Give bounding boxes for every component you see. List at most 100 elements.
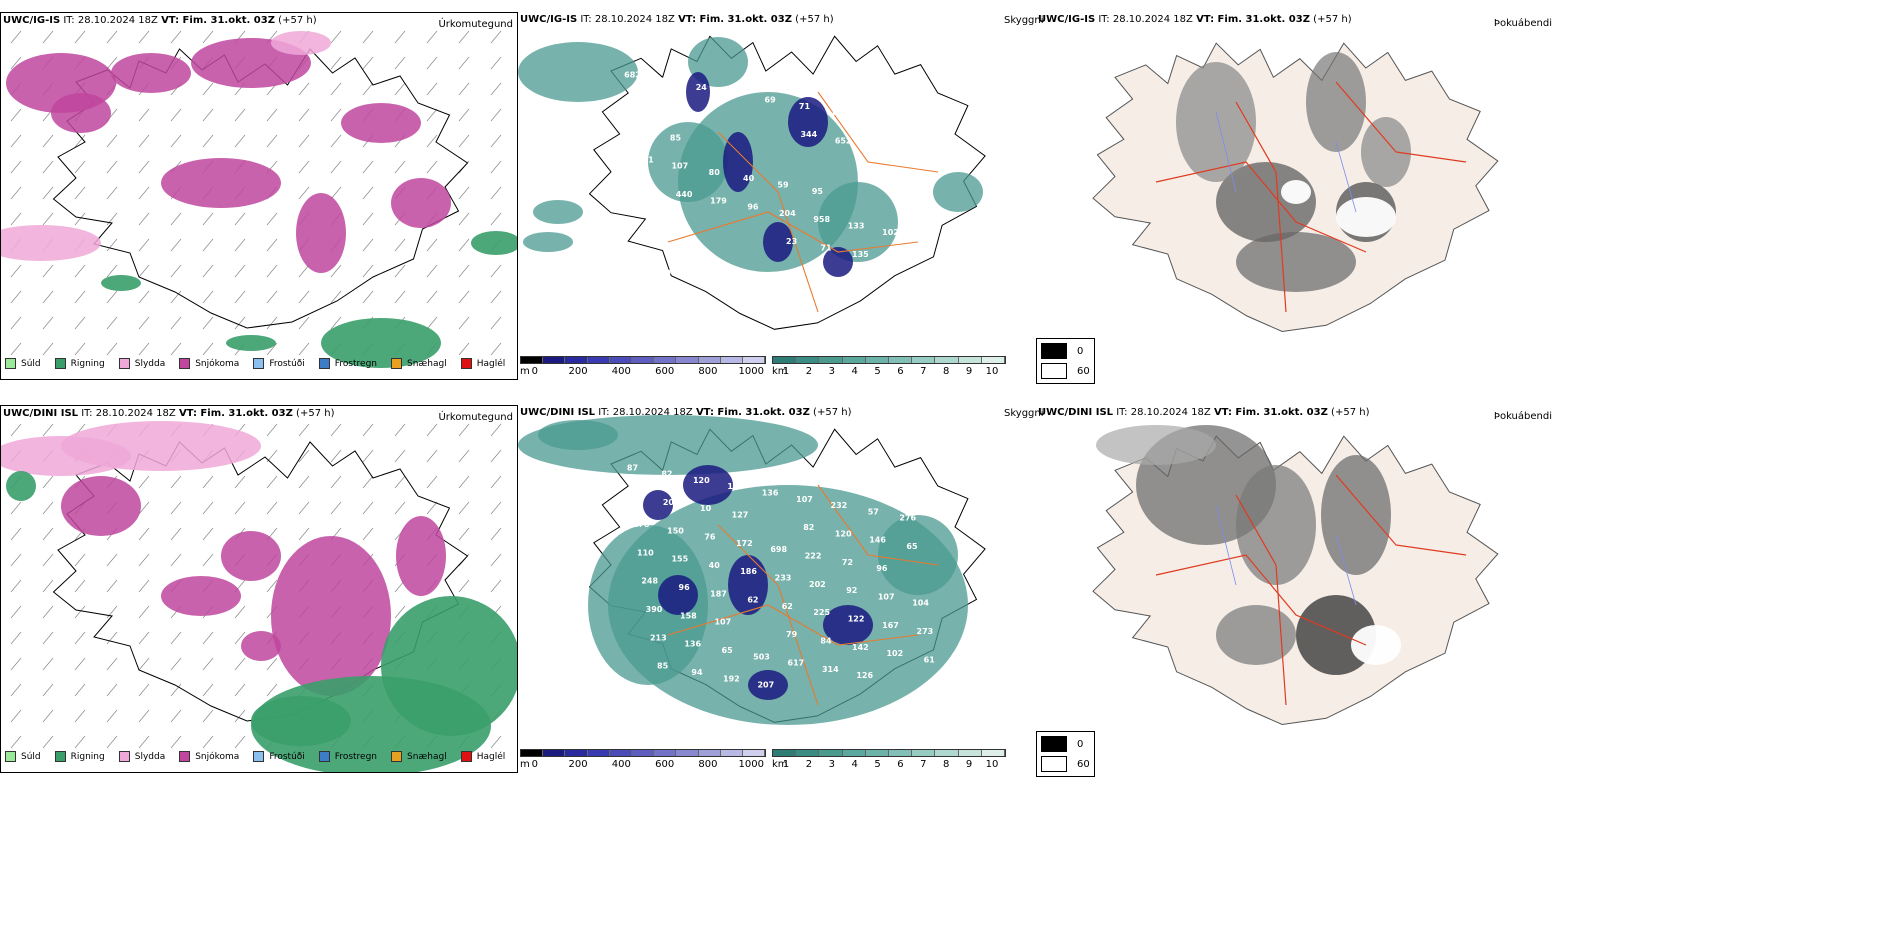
lead-time: (+57 h) — [296, 408, 335, 419]
visibility-value-label: 200 — [663, 498, 680, 507]
wind-barb — [106, 30, 118, 44]
wind-barb — [330, 186, 342, 200]
scale-tick-label: 0 — [531, 366, 538, 377]
visibility-value-label: 126 — [856, 671, 873, 680]
scale-tick-label: 8 — [943, 759, 950, 770]
wind-barb — [490, 56, 502, 70]
precip-type-legend: Súld Rigning Slydda Snjókoma Frostúði Frostre… — [5, 751, 517, 762]
visibility-scale-m: m 0 200 400 600 800 1000 — [520, 356, 766, 377]
low-visibility-area — [788, 97, 828, 147]
legend-swatch — [460, 751, 472, 762]
panel-header: UWC/DINI ISL IT: 28.10.2024 18Z VT: Fim.… — [520, 407, 851, 418]
visibility-value-label: 95 — [812, 187, 824, 196]
wind-barb — [458, 342, 470, 356]
fog-legend-swatch — [1041, 736, 1067, 752]
wind-barb — [362, 290, 374, 304]
wind-barb — [490, 82, 502, 96]
scale-tick-label: 8 — [943, 366, 950, 377]
visibility-value-label: 87 — [627, 463, 638, 472]
wind-barb — [170, 553, 182, 567]
wind-barb — [426, 423, 438, 437]
wind-barb — [74, 709, 86, 723]
scale-step — [981, 750, 1006, 756]
precip-type-title: Úrkomutegund — [438, 19, 513, 30]
fog-legend-value: 0 — [1077, 738, 1084, 750]
wind-barb — [362, 212, 374, 226]
legend-item: Snjókoma — [179, 751, 239, 762]
wind-barb — [138, 605, 150, 619]
wind-barb — [490, 449, 502, 463]
snowfall-area — [161, 158, 281, 208]
reduced-visibility-area — [588, 525, 708, 685]
visibility-value-label: 186 — [740, 567, 757, 576]
fog-legend-item: 0 — [1041, 736, 1090, 752]
lead-time: (+57 h) — [795, 14, 834, 25]
wind-barb — [42, 475, 54, 489]
wind-barb — [426, 238, 438, 252]
wind-barb — [458, 423, 470, 437]
wind-barb — [490, 501, 502, 515]
wind-barb — [138, 342, 150, 356]
scale-tick-label: 10 — [985, 366, 999, 377]
wind-barb — [426, 82, 438, 96]
wind-barb — [490, 475, 502, 489]
legend-swatch — [253, 358, 265, 369]
valid-time: VT: Fim. 31.okt. 03Z — [1196, 14, 1310, 25]
scale-step — [742, 357, 766, 363]
scale-unit: m — [520, 759, 530, 770]
wind-barb — [234, 108, 246, 122]
wind-barb — [170, 290, 182, 304]
wind-barb — [330, 30, 342, 44]
wind-barb — [10, 290, 22, 304]
road-line — [1235, 101, 1287, 313]
visibility-value-label: 319 — [723, 281, 740, 290]
wind-barb — [10, 134, 22, 148]
scale-unit: km — [772, 366, 788, 377]
legend-label: Rigning — [70, 358, 105, 369]
wind-barb — [202, 134, 214, 148]
wind-barb — [458, 82, 470, 96]
wind-barb — [170, 501, 182, 515]
scale-step — [796, 750, 820, 756]
visibility-value-label: 76 — [704, 533, 716, 542]
wind-barb — [138, 160, 150, 174]
wind-barb — [234, 316, 246, 330]
scale-step — [609, 357, 632, 363]
visibility-value-label: 107 — [714, 618, 731, 627]
wind-barb — [74, 631, 86, 645]
wind-barb — [106, 186, 118, 200]
wind-barb — [394, 56, 406, 70]
wind-barb — [74, 657, 86, 671]
wind-barb — [10, 683, 22, 697]
visibility-value-label: 96 — [679, 583, 691, 592]
wind-barb — [74, 30, 86, 44]
wind-barb — [234, 709, 246, 723]
reduced-visibility-area — [518, 42, 638, 102]
snowfall-area — [111, 53, 191, 93]
wind-barb — [490, 134, 502, 148]
visibility-value-label: 314 — [822, 665, 839, 674]
visibility-value-label: 248 — [641, 577, 658, 586]
wind-barb — [138, 501, 150, 515]
wind-barb — [138, 108, 150, 122]
rain-area — [6, 471, 36, 501]
scale-tick-label: 10 — [985, 759, 999, 770]
legend-item: Haglél — [460, 751, 505, 762]
wind-barb — [170, 134, 182, 148]
wind-barb — [426, 160, 438, 174]
visibility-value-label: 85 — [670, 133, 682, 142]
visibility-value-label: 71 — [820, 244, 832, 253]
visibility-title: Skyggni — [1004, 408, 1044, 419]
reduced-visibility-area — [523, 232, 573, 252]
wind-barb — [42, 657, 54, 671]
scale-step — [981, 357, 1006, 363]
wind-barb — [170, 683, 182, 697]
low-visibility-area — [823, 247, 853, 277]
fog-legend-value: 0 — [1077, 345, 1084, 357]
wind-barb — [234, 631, 246, 645]
legend-swatch — [54, 358, 66, 369]
visibility-value-label: 167 — [882, 621, 899, 630]
visibility-value-label: 233 — [775, 574, 792, 583]
visibility-value-label: 155 — [671, 555, 688, 564]
legend-label: Snjókoma — [195, 751, 240, 762]
